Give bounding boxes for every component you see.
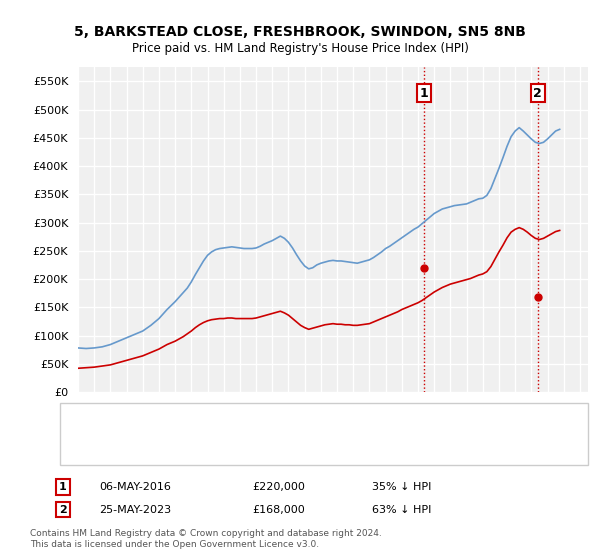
Text: Price paid vs. HM Land Registry's House Price Index (HPI): Price paid vs. HM Land Registry's House … bbox=[131, 42, 469, 55]
Text: £220,000: £220,000 bbox=[252, 482, 305, 492]
Text: 06-MAY-2016: 06-MAY-2016 bbox=[99, 482, 171, 492]
Text: Contains HM Land Registry data © Crown copyright and database right 2024.
This d: Contains HM Land Registry data © Crown c… bbox=[30, 529, 382, 549]
Text: 25-MAY-2023: 25-MAY-2023 bbox=[99, 505, 171, 515]
Text: 5, BARKSTEAD CLOSE, FRESHBROOK, SWINDON, SN5 8NB: 5, BARKSTEAD CLOSE, FRESHBROOK, SWINDON,… bbox=[74, 25, 526, 39]
Text: 35% ↓ HPI: 35% ↓ HPI bbox=[372, 482, 431, 492]
Text: £168,000: £168,000 bbox=[252, 505, 305, 515]
Text: HPI: Average price, detached house, Swindon: HPI: Average price, detached house, Swin… bbox=[96, 443, 333, 453]
Text: 1: 1 bbox=[419, 87, 428, 100]
Text: 63% ↓ HPI: 63% ↓ HPI bbox=[372, 505, 431, 515]
Text: 1: 1 bbox=[59, 482, 67, 492]
Text: —: — bbox=[72, 438, 91, 458]
Text: 5, BARKSTEAD CLOSE, FRESHBROOK, SWINDON, SN5 8NB (detached house): 5, BARKSTEAD CLOSE, FRESHBROOK, SWINDON,… bbox=[96, 415, 493, 425]
Text: —: — bbox=[72, 410, 91, 430]
Text: 2: 2 bbox=[533, 87, 542, 100]
Text: 2: 2 bbox=[59, 505, 67, 515]
